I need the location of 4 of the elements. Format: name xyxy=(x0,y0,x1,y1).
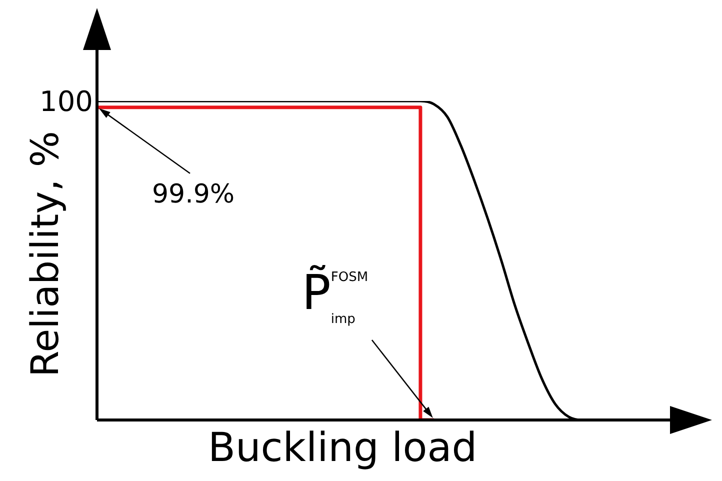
annotation: 99.9% xyxy=(152,179,235,210)
y-axis-title: Reliability, % xyxy=(23,131,67,377)
text: 100 xyxy=(40,85,93,118)
x-axis-title: Buckling load xyxy=(208,425,478,471)
